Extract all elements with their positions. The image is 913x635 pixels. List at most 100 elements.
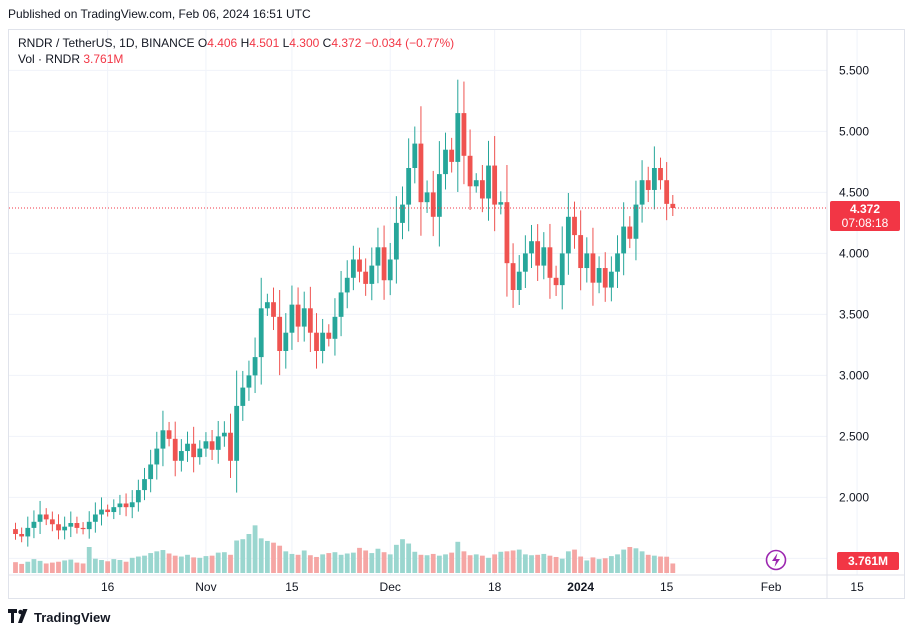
volume-bar (393, 544, 399, 573)
volume-bar (350, 552, 356, 573)
candle-body (510, 263, 516, 290)
volume-bar (31, 559, 37, 573)
last-price-tag-bg (830, 201, 900, 232)
volume-bar (436, 555, 442, 573)
legend-low: 4.300 (289, 36, 320, 50)
volume-bar (258, 538, 264, 573)
volume-bar (516, 549, 522, 573)
candle-body (412, 143, 418, 168)
candle-body (92, 514, 98, 522)
volume-bar (369, 553, 375, 573)
y-tick-label: 2.500 (839, 429, 869, 443)
volume-bar (166, 553, 172, 573)
candle-body (400, 204, 405, 223)
volume-bar (301, 550, 307, 573)
candle-body (283, 332, 289, 351)
candle-body (197, 448, 203, 458)
volume-bar (160, 550, 166, 573)
legend-volume-label[interactable]: Vol · RNDR (18, 52, 81, 66)
candle-body (99, 509, 104, 515)
candle-body (529, 241, 534, 254)
volume-bar (535, 554, 541, 573)
legend-o-label: O (197, 36, 208, 50)
volume-bar (670, 563, 676, 573)
volume-bar (154, 551, 160, 573)
x-tick-label: 15 (660, 580, 674, 594)
candle-body (639, 180, 645, 205)
candle-body (627, 226, 633, 239)
candle-body (664, 180, 670, 204)
legend-change: −0.034 (−0.77%) (364, 36, 455, 50)
candle-body (74, 523, 80, 528)
candle-body (295, 304, 301, 327)
candle-body (615, 253, 620, 272)
volume-bar (406, 543, 412, 573)
volume-bar (486, 557, 491, 573)
candle-body (117, 503, 123, 508)
y-tick-label: 4.500 (839, 185, 869, 199)
candle-body (565, 216, 571, 254)
candle-body (37, 514, 43, 522)
candle-body (43, 514, 49, 520)
volume-bar (559, 558, 565, 573)
volume-bar (129, 557, 135, 573)
volume-bar (240, 539, 246, 573)
x-tick-label: 16 (101, 580, 115, 594)
legend-symbol[interactable]: RNDR / TetherUS, 1D, BINANCE (18, 36, 195, 50)
candle-body (590, 253, 596, 283)
candle-body (68, 523, 74, 527)
legend-high: 4.501 (249, 36, 280, 50)
volume-bar (320, 554, 326, 573)
volume-bar (99, 560, 104, 573)
volume-bar (92, 558, 98, 573)
candle-body (381, 247, 387, 281)
candle-body (62, 526, 68, 531)
volume-bar (381, 552, 387, 573)
volume-bar (307, 555, 313, 573)
volume-bar (443, 554, 448, 573)
volume-bar (400, 539, 405, 573)
volume-bar (639, 551, 645, 573)
candle-body (393, 222, 399, 260)
candle-body (424, 192, 430, 203)
footer-brand[interactable]: TradingView (8, 609, 110, 626)
volume-bar (49, 562, 55, 573)
volume-bar (326, 553, 332, 573)
candle-body (289, 304, 295, 333)
candle-body (553, 277, 559, 286)
candle-body (332, 316, 338, 339)
candle-body (215, 436, 221, 450)
y-tick-label: 3.000 (839, 368, 869, 382)
volume-bar (541, 553, 547, 573)
volume-bar (338, 554, 344, 573)
legend-h-label: H (240, 36, 250, 50)
volume-bar (596, 559, 602, 573)
candle-body (387, 259, 393, 281)
candle-body (105, 509, 111, 513)
candle-body (479, 180, 485, 199)
legend-l-label: L (282, 36, 290, 50)
volume-bar (584, 560, 590, 573)
volume-bar (277, 545, 283, 573)
candlestick-chart[interactable]: 5.500 5.000 4.500 4.000 3.500 3.000 2.500 2.000… (9, 30, 904, 598)
candle-body (154, 448, 160, 465)
candle-body (418, 143, 424, 203)
volume-tag-bg (837, 552, 899, 570)
volume-bar (117, 560, 123, 573)
volume-bar (658, 556, 663, 573)
volume-bar (553, 556, 559, 573)
candle-body (584, 253, 590, 269)
bar-countdown: 07:08:18 (842, 216, 889, 230)
volume-bar (375, 548, 381, 573)
candle-body (49, 519, 55, 525)
volume-bar (651, 555, 657, 573)
tv-logo-icon (8, 609, 30, 626)
candle-body (123, 503, 129, 508)
candle-body (363, 271, 369, 284)
volume-bar (615, 554, 620, 573)
candle-body (645, 180, 651, 190)
volume-bar (498, 551, 504, 573)
candle-body (271, 302, 276, 317)
candle-body (234, 405, 240, 461)
candle-body (326, 332, 332, 339)
